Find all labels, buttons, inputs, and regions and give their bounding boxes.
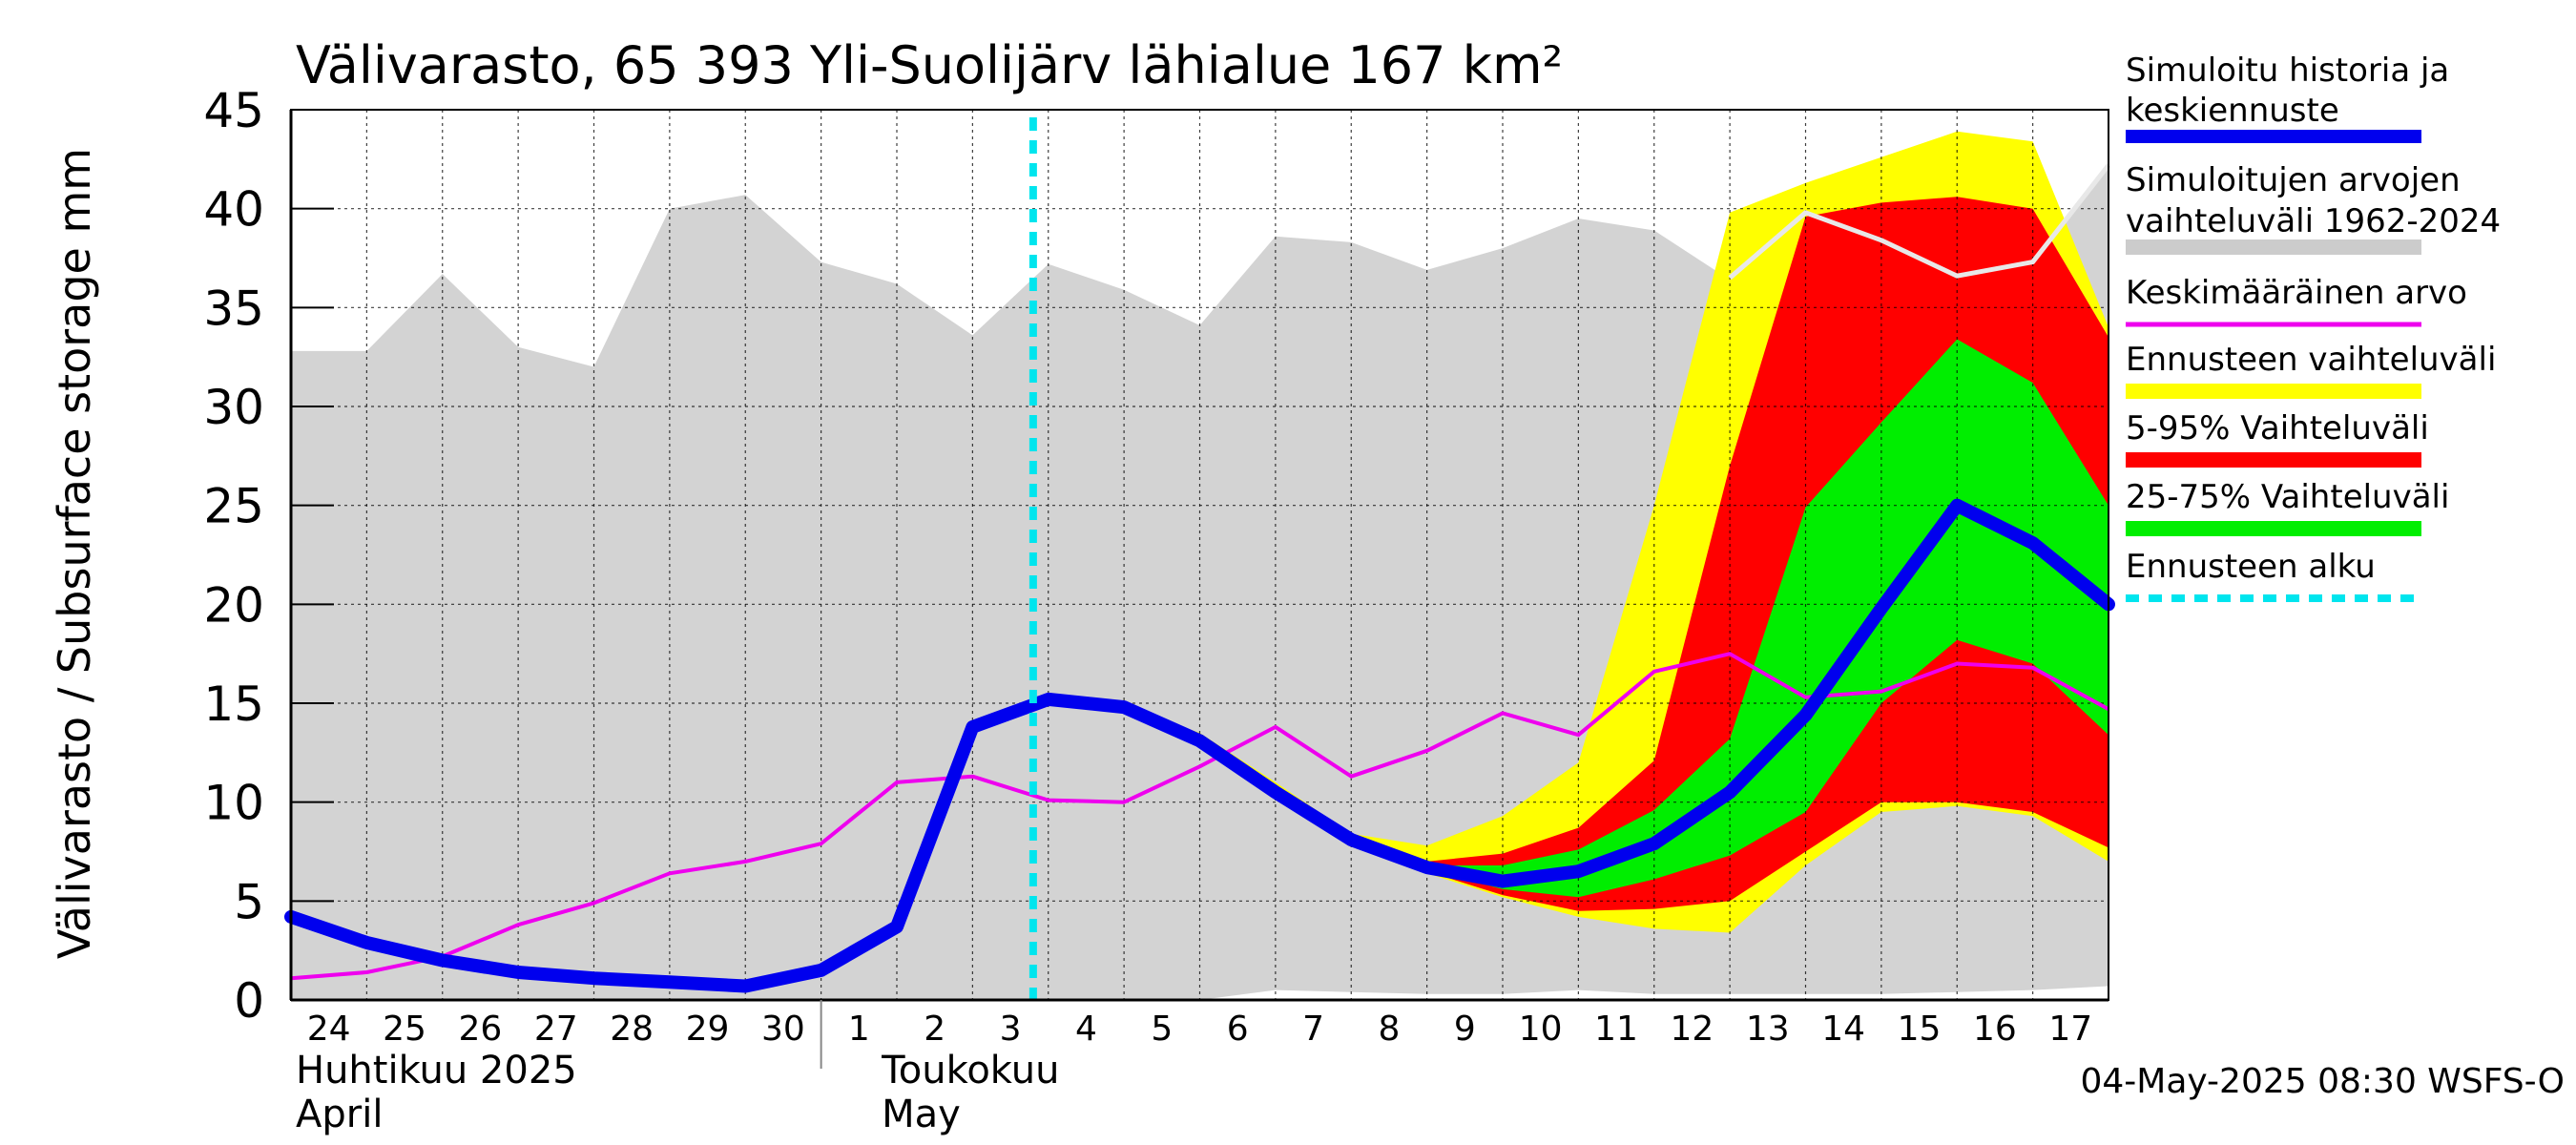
x-tick-label: 28	[610, 1010, 654, 1049]
x-tick-label: 10	[1519, 1010, 1563, 1049]
x-tick-label: 8	[1378, 1010, 1400, 1049]
x-tick-label: 1	[848, 1010, 870, 1049]
x-tick-label: 26	[459, 1010, 503, 1049]
chart-grid	[291, 110, 2109, 1000]
x-tick-label: 14	[1821, 1010, 1865, 1049]
y-tick-label: 20	[203, 577, 264, 633]
month-label: Toukokuu	[881, 1049, 1059, 1093]
chart-axes	[289, 109, 2109, 1069]
median-history-line	[1728, 163, 2110, 281]
month-label: Huhtikuu 2025	[296, 1049, 577, 1093]
legend-label: 5-95% Vaihteluväli	[2126, 409, 2429, 448]
y-tick-label: 25	[203, 479, 264, 534]
x-tick-label: 30	[761, 1010, 805, 1049]
y-tick-label: 15	[203, 677, 264, 732]
mean-line	[290, 652, 2109, 981]
x-tick-label: 3	[1000, 1010, 1022, 1049]
y-axis-label: Välivarasto / Subsurface storage mm	[49, 148, 100, 959]
x-tick-label: 16	[1973, 1010, 2017, 1049]
x-tick-label: 15	[1898, 1010, 1942, 1049]
x-tick-label: 17	[2048, 1010, 2092, 1049]
x-tick-label: 4	[1075, 1010, 1097, 1049]
legend-label-line2: vaihteluväli 1962-2024	[2126, 202, 2501, 240]
x-tick-label: 11	[1594, 1010, 1638, 1049]
p25-75-band	[1124, 339, 2109, 898]
y-tick-label: 10	[203, 776, 264, 831]
x-tick-label: 6	[1227, 1010, 1249, 1049]
month-label-en: May	[882, 1093, 961, 1136]
legend-label: Simuloitujen arvojen	[2126, 161, 2461, 199]
x-tick-label: 5	[1151, 1010, 1173, 1049]
y-tick-label: 35	[203, 281, 264, 336]
chart-lines	[284, 117, 2115, 1000]
y-tick-label: 30	[203, 380, 264, 435]
chart-title: Välivarasto, 65 393 Yli-Suolijärv lähial…	[296, 35, 1563, 95]
y-tick-label: 45	[203, 83, 264, 138]
x-tick-label: 12	[1671, 1010, 1714, 1049]
timestamp: 04-May-2025 08:30 WSFS-O	[2080, 1062, 2565, 1101]
legend-label: Keskimääräinen arvo	[2126, 274, 2467, 312]
x-tick-label: 25	[383, 1010, 426, 1049]
x-tick-label: 9	[1454, 1010, 1476, 1049]
legend-label: Ennusteen alku	[2126, 548, 2376, 586]
month-label-en: April	[296, 1093, 383, 1136]
p5-95-band	[1124, 197, 2109, 911]
y-tick-label: 40	[203, 182, 264, 238]
x-tick-label: 29	[686, 1010, 730, 1049]
legend-label: 25-75% Vaihteluväli	[2126, 478, 2449, 516]
history-line	[284, 498, 2115, 993]
legend-label: Simuloitu historia ja	[2126, 52, 2449, 90]
x-tick-label: 13	[1746, 1010, 1790, 1049]
y-tick-label: 5	[234, 874, 264, 929]
x-tick-label: 24	[307, 1010, 351, 1049]
x-tick-label: 2	[924, 1010, 945, 1049]
x-tick-label: 27	[534, 1010, 578, 1049]
legend-label-line2: keskiennuste	[2126, 92, 2339, 130]
y-tick-label: 0	[234, 973, 264, 1029]
legend-label: Ennusteen vaihteluväli	[2126, 341, 2496, 379]
x-tick-label: 7	[1302, 1010, 1324, 1049]
